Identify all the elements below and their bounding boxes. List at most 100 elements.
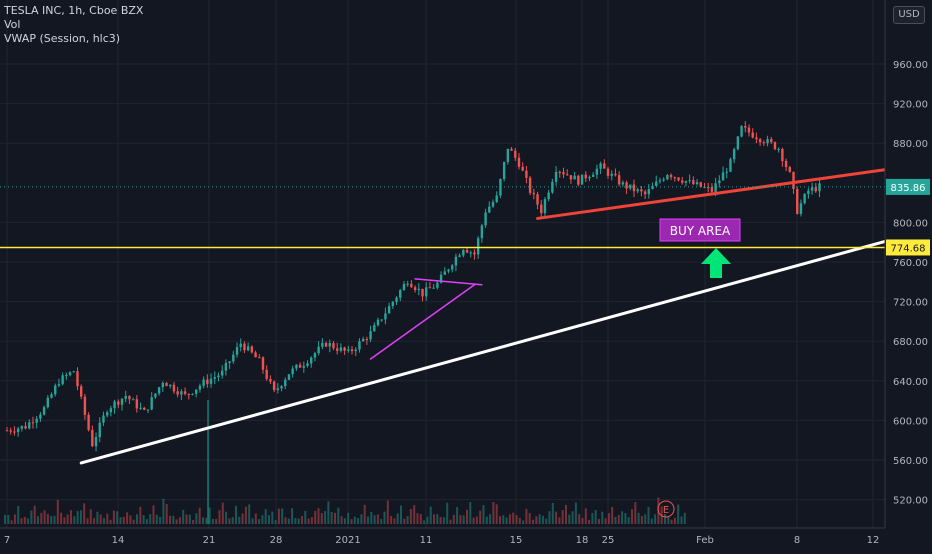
volume-bar [423, 520, 426, 524]
volume-bar [528, 513, 531, 524]
candle-body [354, 349, 357, 352]
candle-body [599, 163, 602, 169]
candle-body [584, 174, 587, 179]
volume-bar [337, 507, 340, 524]
candle-body [610, 173, 613, 176]
volume-bar [482, 505, 485, 524]
candle-body [172, 384, 176, 392]
volume-bar [449, 519, 452, 524]
candle-body [406, 283, 409, 285]
candle-body [510, 148, 513, 151]
candle-body [521, 166, 524, 171]
volume-bar [502, 515, 505, 524]
volume-bar [403, 518, 406, 524]
volume-bar [670, 519, 673, 524]
volume-bar [37, 516, 39, 524]
candle-body [310, 357, 313, 364]
volume-bar [568, 514, 571, 524]
volume-bar [518, 517, 521, 524]
volume-bar [251, 518, 254, 524]
volume-bar [353, 516, 356, 524]
volume-bar [472, 517, 475, 524]
candle-body [380, 319, 383, 321]
candle-body [68, 372, 72, 376]
candle-body [677, 177, 680, 181]
volume-bar [452, 514, 455, 524]
candle-body [61, 375, 64, 385]
volume-bar [132, 519, 135, 524]
candle-body [180, 391, 183, 395]
volume-bar [555, 511, 558, 524]
candle-body [588, 176, 591, 179]
volume-bar [340, 516, 343, 524]
candle-body [666, 174, 669, 180]
volume-bar [238, 516, 241, 524]
volume-bar [462, 515, 465, 524]
candle-body [139, 407, 142, 409]
volume-bar [650, 518, 653, 524]
volume-bar [594, 510, 597, 524]
candle-body [758, 139, 762, 143]
volume-bar [532, 519, 534, 524]
candle-body [465, 249, 469, 253]
volume-bar [264, 509, 267, 524]
candle-body [714, 183, 717, 192]
volume-bar [248, 504, 251, 524]
volume-bar [621, 511, 624, 524]
volume-bar [548, 511, 551, 524]
volume-bar [119, 517, 122, 524]
volume-bar [584, 508, 587, 524]
candle-body [495, 195, 498, 202]
volume-bar [426, 516, 429, 524]
volume-bar [23, 516, 26, 524]
time-tick-label: 14 [112, 535, 125, 546]
vwap-indicator-label[interactable]: VWAP (Session, hlc3) [4, 32, 121, 45]
volume-bar [50, 515, 53, 524]
candle-body [447, 269, 450, 272]
volume-bar [268, 515, 270, 524]
price-tick-label: 920.00 [893, 100, 928, 111]
candle-body [76, 371, 79, 387]
volume-bar [363, 504, 366, 524]
volume-bar [373, 515, 376, 524]
symbol-title: TESLA INC, 1h, Cboe BZX [4, 4, 144, 17]
candle-body [269, 378, 272, 382]
candle-body [217, 375, 220, 378]
volume-bar [413, 505, 416, 524]
volume-bar [297, 518, 300, 524]
volume-bar [637, 512, 640, 524]
candle-body [339, 347, 343, 351]
volume-bar [70, 510, 72, 524]
volume-bar [73, 516, 76, 524]
candle-body [276, 388, 280, 391]
candle-body [573, 175, 576, 180]
vol-indicator-label[interactable]: Vol [4, 18, 21, 31]
candle-body [580, 174, 584, 185]
candle-body [491, 201, 495, 207]
candle-body [198, 385, 202, 390]
volume-bar [499, 516, 501, 524]
candle-body [202, 379, 205, 386]
currency-button[interactable]: USD [893, 6, 925, 24]
candle-body [681, 180, 684, 183]
volume-bar [667, 516, 670, 524]
volume-bar [654, 514, 657, 524]
candle-body [751, 132, 754, 138]
volume-bar [515, 515, 518, 524]
volume-bar [310, 517, 313, 524]
candle-body [747, 127, 751, 133]
volume-bar [96, 511, 99, 524]
volume-bar [271, 511, 274, 524]
candle-body [399, 290, 402, 298]
volume-bar [436, 514, 439, 524]
candle-body [458, 255, 461, 257]
volume-spike-bar [207, 400, 209, 524]
volume-bar [598, 519, 600, 524]
candle-body [469, 252, 472, 254]
volume-bar [10, 520, 13, 524]
volume-bar [241, 513, 244, 524]
volume-bar [525, 508, 528, 524]
price-tick-label: 560.00 [893, 456, 928, 467]
